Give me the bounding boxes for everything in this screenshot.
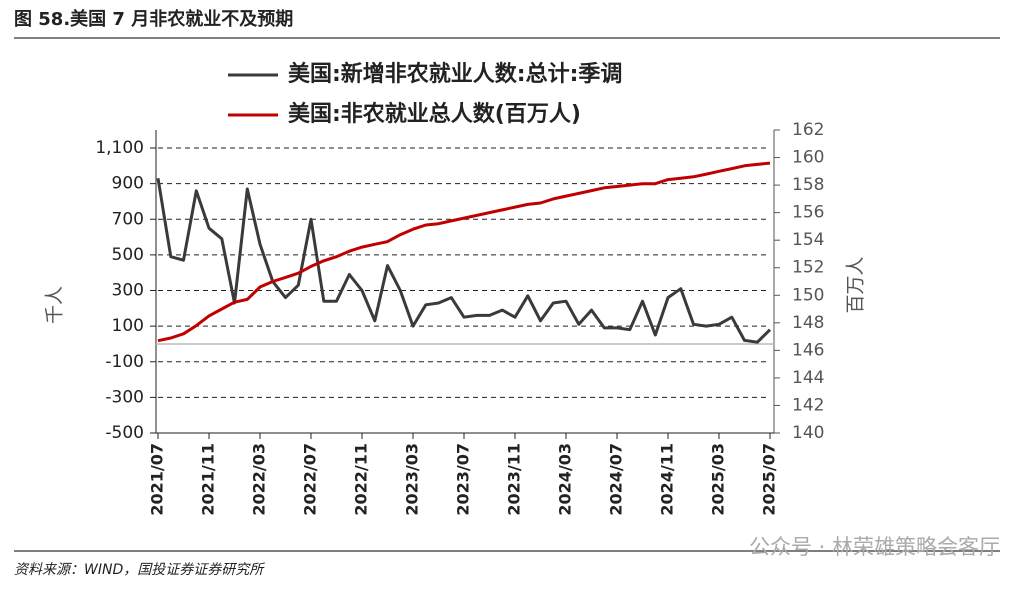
y2-tick-label: 152	[792, 258, 824, 278]
x-tick-label: 2021/07	[148, 443, 167, 516]
x-tick-label: 2024/11	[658, 443, 677, 516]
x-tick-label: 2024/07	[607, 443, 626, 516]
y-tick-label: 500	[112, 245, 144, 265]
y2-tick-label: 140	[792, 423, 824, 443]
x-tick-label: 2023/11	[505, 443, 524, 516]
x-tick-label: 2025/03	[709, 443, 728, 516]
y2-tick-label: 156	[792, 203, 824, 223]
x-tick-label: 2023/07	[454, 443, 473, 516]
y-tick-label: 100	[112, 316, 144, 336]
y2-tick-label: 142	[792, 395, 824, 415]
y2-tick-label: 158	[792, 175, 824, 195]
series-line	[156, 178, 772, 344]
chart-title: 图 58.美国 7 月非农就业不及预期	[14, 8, 293, 30]
x-tick-label: 2025/07	[760, 443, 779, 516]
series-line	[157, 161, 771, 343]
legend-label: 美国:非农就业总人数(百万人)	[288, 101, 581, 127]
y-tick-label: -300	[105, 387, 144, 407]
y2-tick-label: 144	[792, 368, 824, 388]
legend-label: 美国:新增非农就业人数:总计:季调	[288, 61, 622, 87]
y2-tick-label: 148	[792, 313, 824, 333]
x-tick-label: 2022/07	[301, 443, 320, 516]
source-note: 资料来源：WIND，国投证券证券研究所	[14, 562, 265, 578]
y-tick-label: -100	[105, 352, 144, 372]
y-tick-label: 300	[112, 281, 144, 301]
y2-tick-label: 154	[792, 230, 824, 250]
x-tick-label: 2024/03	[556, 443, 575, 516]
y2-tick-label: 150	[792, 285, 824, 305]
y2-tick-label: 162	[792, 120, 824, 140]
y-tick-label: -500	[105, 423, 144, 443]
y2-tick-label: 160	[792, 148, 824, 168]
y-axis-label: 千人	[44, 286, 66, 324]
y-tick-label: 700	[112, 209, 144, 229]
y2-tick-label: 146	[792, 340, 824, 360]
x-tick-label: 2023/03	[403, 443, 422, 516]
y-tick-label: 1,100	[95, 138, 144, 158]
x-tick-label: 2022/11	[352, 443, 371, 516]
x-tick-label: 2021/11	[199, 443, 218, 516]
y2-axis-label: 百万人	[845, 256, 867, 313]
x-tick-label: 2022/03	[250, 443, 269, 516]
watermark: 公众号 · 林荣雄策略会客厅	[749, 535, 1000, 559]
y-tick-label: 900	[112, 174, 144, 194]
